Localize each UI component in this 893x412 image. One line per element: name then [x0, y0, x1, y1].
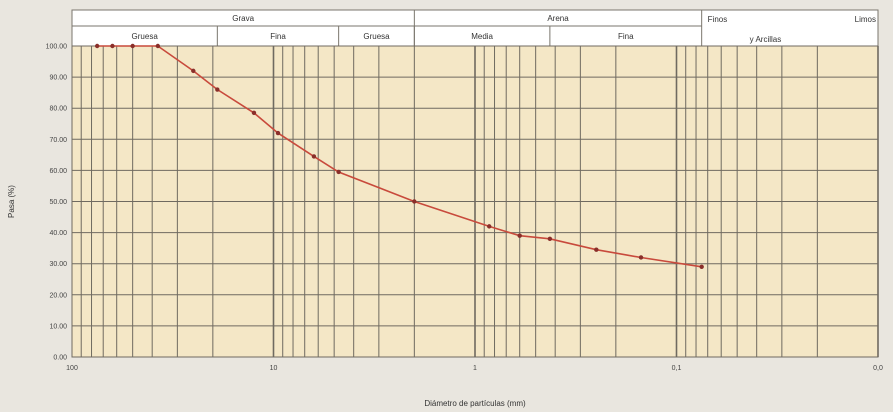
- sub-band-gruesa: Gruesa: [363, 32, 390, 41]
- y-tick-label: 20.00: [49, 292, 67, 299]
- y-tick-label: 70.00: [49, 137, 67, 144]
- data-point: [487, 224, 492, 229]
- y-tick-label: 10.00: [49, 323, 67, 330]
- y-tick-label: 30.00: [49, 261, 67, 268]
- y-tick-label: 90.00: [49, 75, 67, 82]
- y-tick-labels: 0.00 10.00 20.00 30.00 40.00 50.00 60.00 70.00 8…: [46, 44, 68, 362]
- x-tick-label: 0,0: [873, 365, 883, 372]
- data-point: [412, 199, 417, 204]
- sub-band-media: Media: [471, 32, 493, 41]
- band-arena: Arena: [547, 14, 569, 23]
- y-axis-title: Pasa (%): [7, 185, 16, 218]
- x-tick-labels: 100 10 1 0,1 0,0: [66, 365, 883, 372]
- grid: [72, 45, 879, 358]
- x-tick-label: 0,1: [672, 365, 682, 372]
- data-point: [638, 255, 644, 260]
- data-point: [155, 43, 161, 49]
- data-point: [251, 110, 257, 116]
- data-point: [275, 130, 281, 136]
- x-axis-title: Diámetro de partículas (mm): [424, 399, 526, 408]
- band-header-frame: [71, 9, 879, 47]
- x-tick-label: 10: [270, 365, 278, 372]
- data-point: [336, 169, 341, 175]
- sub-band-limos: Limos: [855, 15, 876, 24]
- y-tick-label: 100.00: [46, 44, 68, 51]
- x-tick-label: 1: [473, 365, 477, 372]
- data-point: [94, 43, 100, 49]
- sub-band-fina: Fina: [618, 32, 634, 41]
- y-tick-label: 50.00: [49, 199, 67, 206]
- band-finos: Finos: [708, 15, 728, 24]
- data-point: [110, 43, 115, 49]
- data-point: [594, 247, 599, 252]
- sub-band-fina: Fina: [270, 32, 286, 41]
- data-point: [215, 87, 220, 92]
- y-tick-label: 40.00: [49, 230, 67, 237]
- y-tick-label: 0.00: [53, 355, 67, 362]
- sub-band-y-arcillas: y Arcillas: [750, 35, 782, 44]
- data-point: [311, 154, 317, 159]
- sub-band-gruesa: Gruesa: [132, 32, 159, 41]
- x-tick-label: 100: [66, 365, 78, 372]
- data-point: [699, 264, 704, 270]
- y-tick-label: 80.00: [49, 106, 67, 113]
- series-layer: [94, 43, 704, 270]
- data-point: [191, 68, 196, 74]
- data-point: [130, 43, 135, 49]
- y-tick-label: 60.00: [49, 168, 67, 175]
- data-point: [517, 233, 522, 238]
- classification-bands: Grava Arena Finos Gruesa Fina Gruesa Media Fina…: [71, 9, 879, 47]
- band-grava: Grava: [232, 14, 254, 23]
- data-point: [547, 236, 553, 242]
